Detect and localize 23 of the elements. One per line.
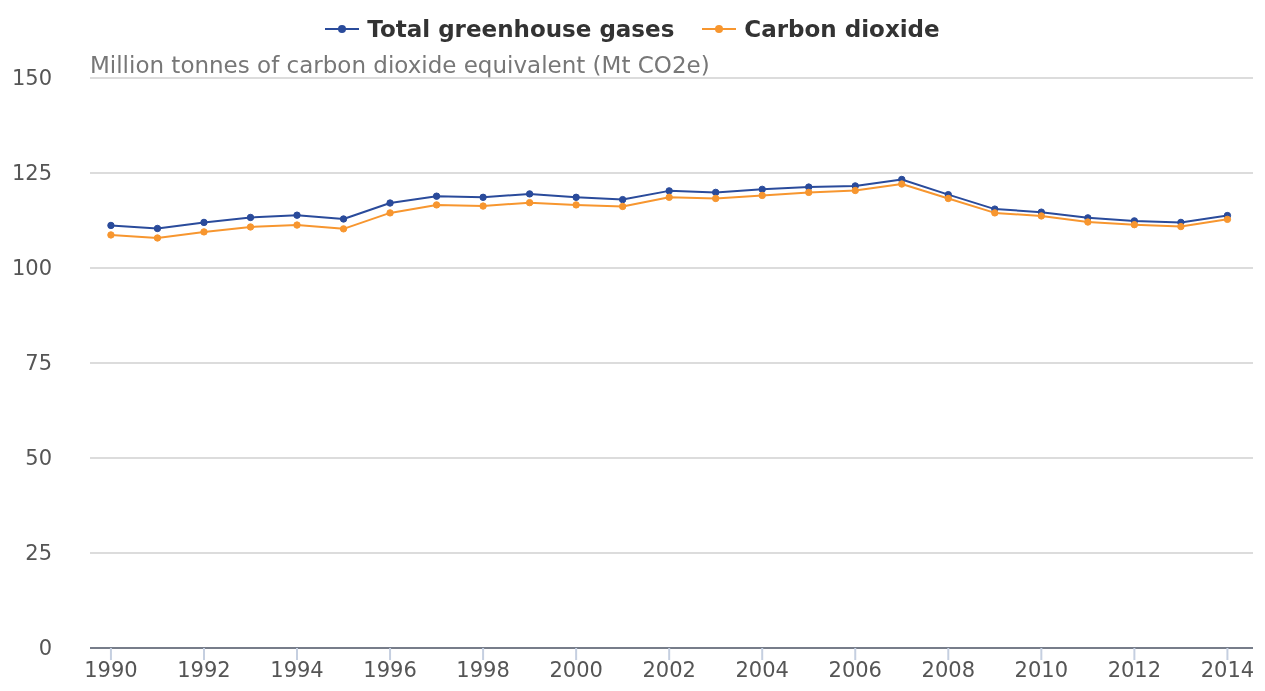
x-tick-label: 2014: [1200, 657, 1255, 682]
y-tick-label: 125: [11, 161, 52, 186]
x-tick-label: 2006: [828, 657, 882, 682]
legend-label: Carbon dioxide: [744, 16, 940, 42]
x-tick-label: 2002: [642, 657, 696, 682]
x-tick-label: 2010: [1014, 657, 1069, 682]
x-tick-label: 2004: [735, 657, 789, 682]
y-tick-label: 75: [25, 351, 52, 376]
y-tick-label: 100: [11, 256, 52, 281]
x-tick-label: 1996: [363, 657, 417, 682]
y-tick-label: 25: [25, 541, 52, 566]
x-tick-label: 2008: [921, 657, 976, 682]
x-tick-label: 1990: [84, 657, 138, 682]
x-tick-label: 2012: [1107, 657, 1162, 682]
y-axis-title: Million tonnes of carbon dioxide equivalent (Mt CO2e): [90, 52, 710, 78]
x-tick-label: 1998: [456, 657, 510, 682]
x-tick-label: 1992: [177, 657, 231, 682]
legend-label: Total greenhouse gases: [367, 16, 675, 42]
y-tick-label: 150: [11, 66, 52, 91]
y-tick-label: 50: [25, 446, 52, 471]
x-tick-label: 2000: [549, 657, 603, 682]
x-tick-label: 1994: [270, 657, 324, 682]
y-tick-label: 0: [38, 636, 52, 661]
